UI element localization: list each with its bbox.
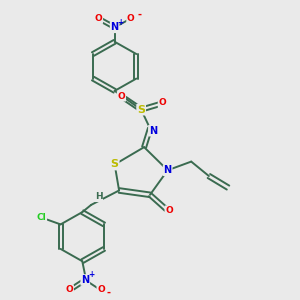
Text: O: O — [65, 285, 73, 294]
Text: -: - — [137, 10, 141, 20]
Text: N: N — [164, 165, 172, 175]
Text: -: - — [107, 287, 111, 297]
Text: +: + — [117, 18, 123, 27]
Text: O: O — [158, 98, 166, 107]
Text: O: O — [165, 206, 173, 215]
Text: O: O — [118, 92, 125, 101]
Text: N: N — [111, 22, 119, 32]
Text: O: O — [97, 285, 105, 294]
Text: S: S — [137, 105, 145, 115]
Text: O: O — [94, 14, 102, 23]
Text: Cl: Cl — [37, 213, 46, 222]
Text: S: S — [111, 160, 119, 170]
Text: O: O — [127, 14, 135, 23]
Text: +: + — [88, 270, 94, 279]
Text: H: H — [95, 192, 102, 201]
Text: N: N — [149, 126, 157, 136]
Text: N: N — [81, 275, 89, 285]
